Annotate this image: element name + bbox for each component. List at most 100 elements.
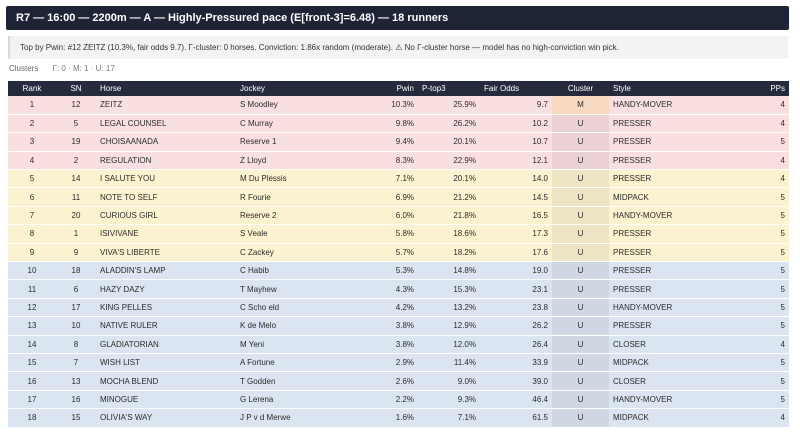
- pwin-cell: 9.4%: [395, 137, 414, 147]
- rank-cell: 4: [29, 155, 35, 165]
- table-row[interactable]: 8 1 ISIVIVANE S Veale 5.8% 18.6% 17.3 U PRESSER 5: [8, 224, 789, 244]
- ptop3-cell: 11.4%: [453, 358, 476, 368]
- col-sn[interactable]: SN: [70, 84, 82, 93]
- table-row[interactable]: 11 6 HAZY DAZY T Mayhew 4.3% 15.3% 23.1 U PRESSE…: [8, 279, 789, 299]
- style-cell: HANDY-MOVER: [613, 302, 673, 312]
- table-row[interactable]: 14 8 GLADIATORIAN M Yeni 3.8% 12.0% 26.4 U CLOSE…: [8, 335, 789, 354]
- fair-odds-cell: 14.5: [532, 192, 548, 202]
- horse-cell: REGULATION: [100, 155, 152, 165]
- col-jockey[interactable]: Jockey: [240, 84, 265, 93]
- pps-cell: 5: [780, 192, 785, 202]
- pwin-cell: 6.0%: [395, 211, 414, 221]
- table-row[interactable]: 2 5 LEGAL COUNSEL C Murray 9.8% 26.2% 10.2 U PRE…: [8, 114, 789, 133]
- fair-odds-cell: 61.5: [532, 413, 548, 423]
- table-row[interactable]: 13 10 NATIVE RULER K de Melo 3.8% 12.9% 26.2 U P…: [8, 316, 789, 336]
- pwin-cell: 4.2%: [395, 302, 414, 312]
- sn-cell: 1: [73, 229, 79, 239]
- pps-cell: 5: [780, 137, 785, 147]
- fair-odds-cell: 33.9: [532, 358, 548, 368]
- pwin-cell: 2.6%: [395, 376, 414, 386]
- fair-odds-cell: 17.6: [532, 247, 548, 257]
- pps-cell: 4: [780, 119, 785, 129]
- table-row[interactable]: 17 16 MINOGUE G Lerena 2.2% 9.3% 46.4 U HANDY-MO…: [8, 390, 789, 409]
- ptop3-cell: 9.3%: [457, 394, 476, 404]
- pps-cell: 5: [780, 358, 785, 368]
- race-header: R7 — 16:00 — 2200m — A — Highly-Pressure…: [6, 6, 789, 30]
- style-cell: MIDPACK: [613, 413, 649, 423]
- style-cell: HANDY-MOVER: [613, 394, 673, 404]
- jockey-cell: C Habib: [240, 266, 269, 276]
- style-cell: PRESSER: [613, 137, 652, 147]
- rank-cell: 16: [27, 376, 37, 386]
- sn-cell: 14: [71, 174, 81, 184]
- table-row[interactable]: 5 14 I SALUTE YOU M Du Plessis 7.1% 20.1% 14.0…: [8, 169, 789, 188]
- cluster-cell: U: [552, 298, 609, 317]
- table-row[interactable]: 18 15 OLIVIA'S WAY J P v d Merwe 1.6% 7.1% 61.…: [8, 408, 789, 428]
- jockey-cell: Reserve 1: [240, 137, 277, 147]
- table-row[interactable]: 15 7 WISH LIST A Fortune 2.9% 11.4% 33.9 U MIDPA…: [8, 353, 789, 372]
- table-row[interactable]: 7 20 CURIOUS GIRL Reserve 2 6.0% 21.8% 16.5 U HA…: [8, 206, 789, 225]
- cluster-cell: U: [552, 261, 609, 280]
- fair-odds-cell: 10.7: [532, 137, 548, 147]
- cluster-cell: M: [552, 96, 609, 115]
- sn-cell: 20: [71, 211, 81, 221]
- horse-cell: WISH LIST: [100, 358, 141, 368]
- col-horse[interactable]: Horse: [100, 84, 122, 93]
- horse-cell: MOCHA BLEND: [100, 376, 159, 386]
- col-rank[interactable]: Rank: [22, 84, 42, 93]
- col-cluster[interactable]: Cluster: [567, 84, 594, 93]
- pwin-cell: 10.3%: [391, 100, 414, 110]
- pps-cell: 4: [780, 174, 785, 184]
- sn-cell: 16: [71, 394, 81, 404]
- sn-cell: 9: [73, 247, 79, 257]
- horse-cell: MINOGUE: [100, 394, 139, 404]
- sn-cell: 11: [71, 192, 81, 202]
- fair-odds-cell: 46.4: [532, 394, 548, 404]
- pwin-cell: 3.8%: [395, 339, 414, 349]
- table-body: 1 12 ZEITZ S Moodley 10.3% 25.9% 9.7 M HANDY-MOV…: [8, 96, 789, 428]
- col-style[interactable]: Style: [613, 84, 631, 93]
- table-header-row: Rank SN Horse Jockey Pwin P-top3 Fair Od…: [8, 81, 789, 96]
- rank-cell: 15: [27, 358, 37, 368]
- ptop3-cell: 13.2%: [453, 302, 476, 312]
- pwin-cell: 8.3%: [395, 155, 414, 165]
- rank-cell: 3: [29, 137, 35, 147]
- rank-cell: 1: [29, 100, 35, 110]
- sn-cell: 10: [71, 321, 81, 331]
- table-row[interactable]: 4 2 REGULATION Z Lloyd 8.3% 22.9% 12.1 U PRESSER…: [8, 151, 789, 170]
- jockey-cell: S Moodley: [240, 100, 278, 110]
- horse-cell: HAZY DAZY: [100, 284, 145, 294]
- table-row[interactable]: 9 9 VIVA'S LIBERTE C Zackey 5.7% 18.2% 17.6 U PR…: [8, 243, 789, 262]
- table-row[interactable]: 3 19 CHOISAANADA Reserve 1 9.4% 20.1% 10.7 U PRE…: [8, 132, 789, 152]
- table-row[interactable]: 1 12 ZEITZ S Moodley 10.3% 25.9% 9.7 M HANDY-MOV…: [8, 96, 789, 115]
- col-ptop3[interactable]: P-top3: [422, 84, 446, 93]
- sn-cell: 2: [73, 155, 79, 165]
- cluster-cell: U: [552, 132, 609, 152]
- col-fair-odds[interactable]: Fair Odds: [484, 84, 520, 93]
- ptop3-cell: 20.1%: [453, 137, 476, 147]
- table-row[interactable]: 12 17 KING PELLES C Scho eld 4.2% 13.2% 23.8 U H…: [8, 298, 789, 317]
- sn-cell: 17: [71, 302, 81, 312]
- pps-cell: 4: [780, 413, 785, 423]
- jockey-cell: Reserve 2: [240, 211, 277, 221]
- table-row[interactable]: 10 18 ALADDIN'S LAMP C Habib 5.3% 14.8% 19.0 U P…: [8, 261, 789, 280]
- table-row[interactable]: 16 13 MOCHA BLEND T Godden 2.6% 9.0% 39.0 U CLOS…: [8, 371, 789, 391]
- col-pps[interactable]: PPs: [770, 84, 785, 93]
- pps-cell: 5: [780, 284, 785, 294]
- style-cell: HANDY-MOVER: [613, 211, 673, 221]
- sn-cell: 13: [71, 376, 81, 386]
- rank-cell: 10: [27, 266, 37, 276]
- col-pwin[interactable]: Pwin: [396, 84, 414, 93]
- clusters-label: Clusters: [9, 64, 39, 73]
- table-row[interactable]: 6 11 NOTE TO SELF R Fourie 6.9% 21.2% 14.5 U MID…: [8, 187, 789, 207]
- jockey-cell: K de Melo: [240, 321, 277, 331]
- ptop3-cell: 26.2%: [453, 119, 476, 129]
- fair-odds-cell: 26.4: [532, 339, 548, 349]
- rank-cell: 7: [29, 211, 35, 221]
- pps-cell: 5: [780, 229, 785, 239]
- rank-cell: 6: [29, 192, 35, 202]
- style-cell: PRESSER: [613, 266, 652, 276]
- fair-odds-cell: 10.2: [532, 119, 548, 129]
- cluster-cell: U: [552, 224, 609, 244]
- pwin-cell: 5.3%: [395, 266, 414, 276]
